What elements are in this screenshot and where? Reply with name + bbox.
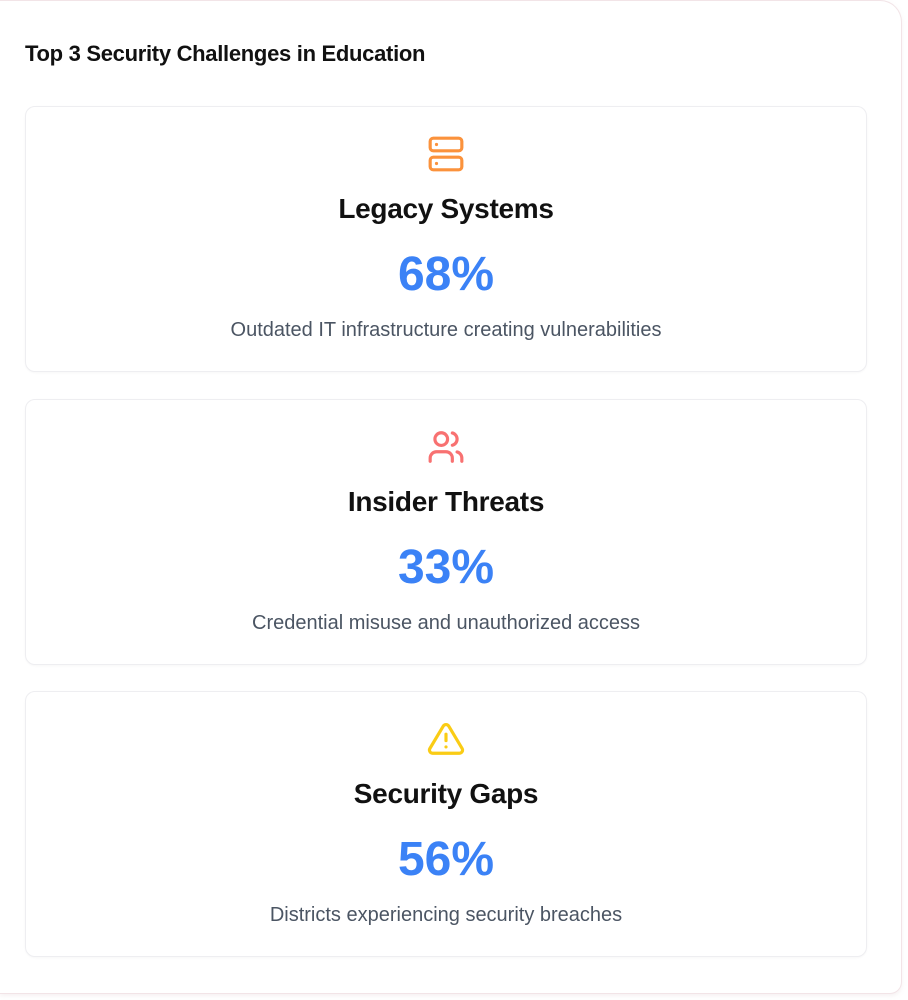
alert-triangle-icon [427,720,465,758]
card-percentage: 33% [397,541,495,594]
server-icon [427,135,465,173]
challenge-card-security-gaps: Security Gaps 56% Districts experiencing… [25,691,867,957]
card-percentage: 68% [397,248,495,301]
card-title: Insider Threats [347,486,545,517]
challenge-card-legacy-systems: Legacy Systems 68% Outdated IT infrastru… [25,106,867,372]
card-percentage: 56% [397,833,495,886]
card-description: Districts experiencing security breaches [269,904,623,926]
card-title: Legacy Systems [338,193,554,224]
card-title: Security Gaps [353,778,539,809]
users-icon [427,428,465,466]
card-description: Credential misuse and unauthorized acces… [252,612,640,634]
card-description: Outdated IT infrastructure creating vuln… [230,319,662,341]
challenge-card-insider-threats: Insider Threats 33% Credential misuse an… [25,399,867,665]
panel-title: Top 3 Security Challenges in Education [25,41,426,66]
